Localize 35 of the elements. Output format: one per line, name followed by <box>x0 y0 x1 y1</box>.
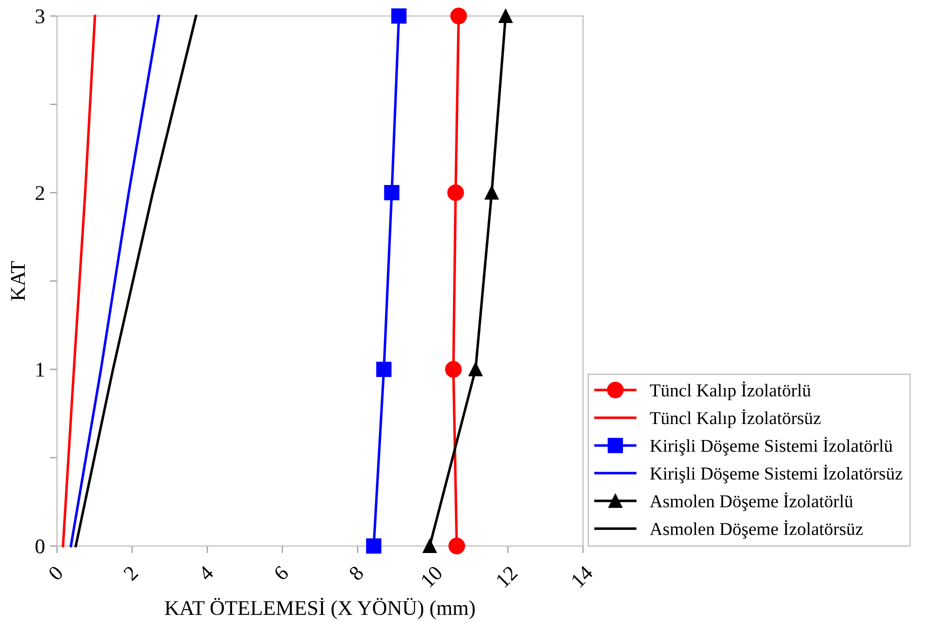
point <box>498 9 513 23</box>
line-series <box>62 14 96 548</box>
y-tick-label: 2 <box>36 186 44 200</box>
x-tick-label: 0 <box>48 565 64 582</box>
point <box>391 8 407 24</box>
point <box>366 538 382 554</box>
point <box>422 539 437 553</box>
point <box>468 362 482 376</box>
x-tick-label: 2 <box>122 565 139 581</box>
x-tick-label: 6 <box>273 564 290 582</box>
x-tick-label: 10 <box>420 565 444 588</box>
point <box>484 186 499 200</box>
legend-label: Kirişli Döşeme Sistemi İzolatörlü <box>650 436 893 456</box>
legend-label: Asmolen Döşeme İzolatörlü <box>650 492 853 512</box>
x-tick-label: 4 <box>198 564 214 582</box>
line-series <box>70 14 160 548</box>
point <box>384 185 400 200</box>
point <box>448 538 466 554</box>
point <box>447 184 464 201</box>
x-tick-label: 8 <box>348 565 364 582</box>
y-tick-label: 1 <box>36 362 44 377</box>
point <box>445 361 462 378</box>
legend-label: Tüncl Kalıp İzolatörsüz <box>650 409 821 428</box>
y-axis-title: KAT <box>11 261 25 301</box>
legend-label: Tüncl Kalıp İzolatörlü <box>650 381 811 400</box>
legend-label: Kirişli Döşeme Sistemi İzolatörsüz <box>650 464 902 484</box>
x-tick-label: 14 <box>570 564 594 588</box>
y-tick-label: 3 <box>36 9 44 24</box>
y-tick-label: 0 <box>36 539 44 554</box>
line-series <box>74 14 198 548</box>
point <box>376 362 392 377</box>
legend-label: Asmolen Döşeme İzolatörsüz <box>650 520 863 539</box>
x-tick-label: 12 <box>496 565 518 588</box>
x-axis-title: KAT ÖTELEMESİ (X YÖNÜ) (mm) <box>164 598 475 620</box>
point <box>450 8 467 24</box>
